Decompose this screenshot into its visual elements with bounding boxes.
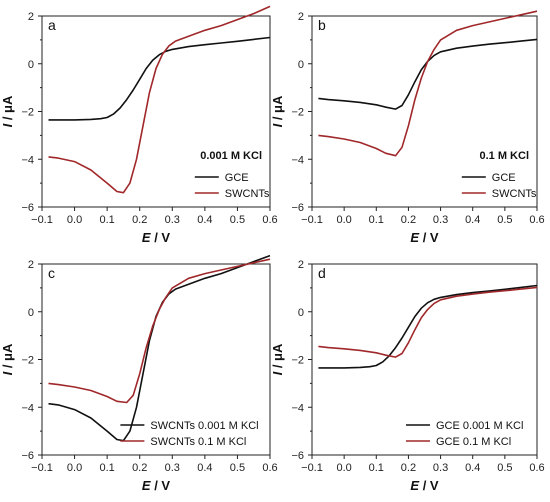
- x-axis-title: E / V: [142, 230, 171, 245]
- series-line: [318, 38, 538, 110]
- series-line: [48, 36, 271, 121]
- y-tick-label: 2: [28, 259, 34, 271]
- x-tick-label: 0.2: [401, 214, 416, 226]
- annotation-label: 0.001 M KCl: [200, 150, 262, 162]
- panel-d: −0.1 0.0 0.1 0.2 0.3 0.4 0.5 0.6 −6 −4 −2 0 2 E / V I …: [270, 259, 545, 493]
- x-tick-label: 0.1: [99, 462, 114, 474]
- y-tick-label: 2: [298, 259, 304, 271]
- x-tick-label: 0.2: [132, 462, 147, 474]
- x-tick-label: 0.4: [197, 214, 212, 226]
- x-tick-label: 0.0: [67, 462, 82, 474]
- y-tick-label: −2: [21, 355, 34, 367]
- y-tick-label: 0: [298, 59, 304, 71]
- x-tick-label: 0.3: [165, 214, 180, 226]
- y-tick-label: −6: [291, 202, 304, 214]
- x-tick-label: 0.1: [369, 214, 384, 226]
- x-tick-label: 0.5: [230, 214, 245, 226]
- y-axis-title: I / μA: [270, 95, 285, 127]
- x-tick-label: −0.1: [301, 214, 323, 226]
- panel-letter: a: [48, 17, 56, 33]
- panel-letter: b: [318, 17, 326, 33]
- y-tick-label: 0: [298, 307, 304, 319]
- y-tick-label: −6: [21, 202, 34, 214]
- x-tick-label: 0.5: [497, 214, 512, 226]
- x-tick-label: 0.6: [529, 462, 544, 474]
- x-tick-label: 0.4: [465, 214, 480, 226]
- y-tick-label: −4: [21, 154, 34, 166]
- x-tick-label: 0.2: [132, 214, 147, 226]
- legend-label: SWCNTs 0.001 M KCl: [150, 420, 258, 432]
- y-tick-label: −4: [291, 402, 304, 414]
- legend-label: GCE: [492, 172, 516, 184]
- y-tick-label: 0: [28, 59, 34, 71]
- panel-letter: d: [318, 265, 326, 281]
- y-tick-label: −2: [291, 355, 304, 367]
- x-tick-label: 0.4: [465, 462, 480, 474]
- x-tick-label: −0.1: [301, 462, 323, 474]
- panel-letter: c: [48, 265, 55, 281]
- legend-label: SWCNTs: [225, 188, 270, 200]
- legend-label: SWCNTs: [492, 188, 537, 200]
- x-tick-label: 0.0: [336, 214, 351, 226]
- x-axis-title: E / V: [142, 478, 171, 493]
- x-tick-label: 0.2: [401, 462, 416, 474]
- y-tick-label: −2: [21, 107, 34, 119]
- x-tick-label: −0.1: [31, 462, 53, 474]
- series-line: [48, 258, 271, 404]
- annotation-label: 0.1 M KCl: [479, 150, 529, 162]
- series-line: [318, 10, 538, 157]
- y-tick-label: −4: [291, 154, 304, 166]
- y-tick-label: 2: [28, 11, 34, 23]
- x-tick-label: 0.0: [67, 214, 82, 226]
- x-tick-label: 0.3: [433, 214, 448, 226]
- y-axis-title: I / μA: [270, 343, 285, 375]
- x-tick-label: 0.6: [529, 214, 544, 226]
- x-tick-label: 0.1: [99, 214, 114, 226]
- x-tick-label: 0.0: [336, 462, 351, 474]
- panel-a: −0.1 0.0 0.1 0.2 0.3 0.4 0.5 0.6 −6 −4 −2 0 2 E / V I …: [0, 5, 278, 245]
- series-line: [318, 284, 538, 369]
- x-tick-label: 0.1: [369, 462, 384, 474]
- y-tick-label: −4: [21, 402, 34, 414]
- y-axis-title: I / μA: [0, 343, 15, 375]
- legend-label: GCE: [225, 172, 249, 184]
- y-tick-label: −2: [291, 107, 304, 119]
- x-axis-title: E / V: [410, 230, 439, 245]
- series-line: [318, 286, 538, 358]
- x-tick-label: −0.1: [31, 214, 53, 226]
- legend-label: GCE 0.1 M KCl: [436, 436, 511, 448]
- legend-label: GCE 0.001 M KCl: [436, 420, 523, 432]
- legend-label: SWCNTs 0.1 M KCl: [150, 436, 246, 448]
- y-tick-label: −6: [291, 450, 304, 462]
- panel-c: −0.1 0.0 0.1 0.2 0.3 0.4 0.5 0.6 −6 −4 −2 0 2 E / V I …: [0, 254, 278, 493]
- x-tick-label: 0.5: [230, 462, 245, 474]
- x-tick-label: 0.5: [497, 462, 512, 474]
- y-tick-label: 0: [28, 307, 34, 319]
- x-tick-label: 0.4: [197, 462, 212, 474]
- series-line: [48, 5, 271, 194]
- y-tick-label: 2: [298, 11, 304, 23]
- y-tick-label: −6: [21, 450, 34, 462]
- x-tick-label: 0.6: [262, 462, 277, 474]
- x-tick-label: 0.3: [165, 462, 180, 474]
- series-line: [48, 254, 271, 442]
- panel-b: −0.1 0.0 0.1 0.2 0.3 0.4 0.5 0.6 −6 −4 −2 0 2 E / V I …: [270, 10, 545, 245]
- x-axis-title: E / V: [410, 478, 439, 493]
- x-tick-label: 0.3: [433, 462, 448, 474]
- x-tick-label: 0.6: [262, 214, 277, 226]
- y-axis-title: I / μA: [0, 95, 15, 127]
